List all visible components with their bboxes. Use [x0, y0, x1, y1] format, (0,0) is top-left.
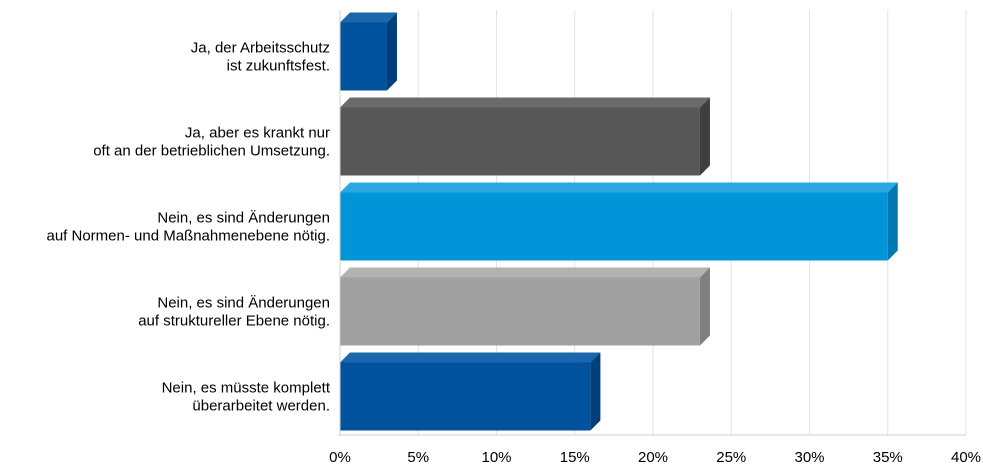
- x-tick-label: 20%: [638, 449, 668, 466]
- bar-4: [340, 362, 591, 431]
- bar-top-1: [340, 97, 710, 108]
- bar-2: [340, 192, 888, 261]
- x-tick-label: 30%: [794, 449, 824, 466]
- x-tick-label: 40%: [951, 449, 981, 466]
- bar-3: [340, 277, 700, 346]
- category-label: ist zukunftsfest.: [227, 58, 330, 75]
- bar-side-0: [386, 12, 397, 91]
- category-label: auf Normen- und Maßnahmenebene nötig.: [46, 228, 330, 245]
- bar-top-3: [340, 267, 710, 278]
- bar-side-4: [590, 352, 601, 431]
- category-label: überarbeitet werden.: [192, 398, 330, 415]
- bar-side-3: [699, 267, 710, 346]
- bar-side-2: [887, 182, 898, 261]
- category-label: Nein, es müsste komplett: [162, 380, 331, 397]
- bar-side-1: [699, 97, 710, 176]
- x-tick-label: 15%: [560, 449, 590, 466]
- x-tick-label: 0%: [329, 449, 351, 466]
- category-label: oft an der betrieblichen Umsetzung.: [93, 143, 330, 160]
- bar-top-4: [340, 352, 601, 363]
- category-label: Ja, der Arbeitsschutz: [191, 40, 330, 57]
- x-tick-label: 25%: [716, 449, 746, 466]
- category-label: Nein, es sind Änderungen: [157, 295, 330, 312]
- x-tick-label: 10%: [481, 449, 511, 466]
- category-label: auf struktureller Ebene nötig.: [138, 313, 330, 330]
- bar-0: [340, 22, 387, 91]
- bars: [340, 12, 898, 431]
- x-tick-label: 35%: [873, 449, 903, 466]
- bar-1: [340, 107, 700, 176]
- bar-top-0: [340, 12, 397, 23]
- category-label: Nein, es sind Änderungen: [157, 210, 330, 227]
- category-label: Ja, aber es krankt nur: [185, 125, 330, 142]
- x-axis: 0% 5% 10% 15% 20% 25% 30% 35% 40%: [329, 10, 981, 466]
- bar-top-2: [340, 182, 898, 193]
- x-tick-label: 5%: [407, 449, 429, 466]
